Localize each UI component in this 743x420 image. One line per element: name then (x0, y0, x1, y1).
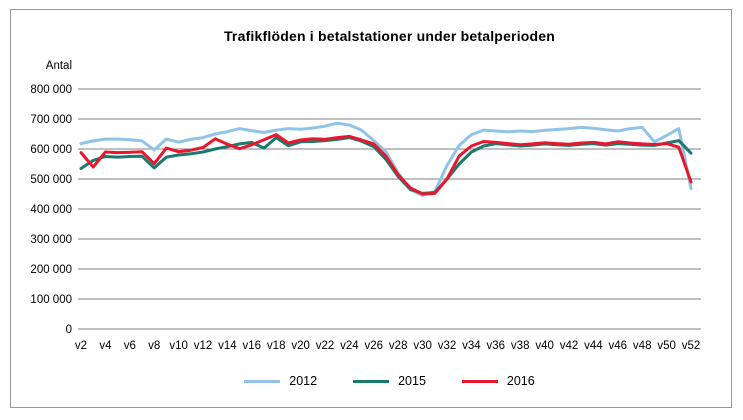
legend-item-2015: 2015 (353, 374, 426, 388)
x-tick-label: v44 (584, 340, 603, 352)
x-tick-label: v52 (682, 340, 701, 352)
legend-swatch-2016 (461, 379, 498, 383)
y-tick-label: 300 000 (30, 234, 72, 246)
legend-item-2012: 2012 (244, 374, 317, 388)
x-tick-label: v22 (316, 340, 335, 352)
legend-label-2012: 2012 (289, 374, 318, 388)
x-tick-label: v16 (243, 340, 262, 352)
legend-item-2016: 2016 (461, 374, 535, 388)
y-tick-label: 700 000 (30, 114, 72, 126)
x-tick-label: v26 (365, 340, 384, 352)
x-tick-label: v14 (218, 340, 237, 352)
x-tick-label: v38 (511, 340, 530, 352)
x-tick-label: v30 (413, 340, 432, 352)
y-tick-label: 600 000 (30, 144, 72, 156)
y-axis-title: Antal (45, 60, 72, 72)
x-tick-label: v8 (148, 340, 160, 352)
y-tick-label: 800 000 (30, 84, 72, 96)
x-tick-label: v4 (99, 340, 112, 352)
y-tick-label: 400 000 (30, 204, 72, 216)
x-tick-label: v32 (438, 340, 457, 352)
x-tick-label: v28 (389, 340, 408, 352)
x-tick-label: v6 (124, 340, 136, 352)
chart-title: Trafikflöden i betalstationer under beta… (223, 28, 556, 44)
x-tick-label: v34 (462, 340, 481, 352)
y-tick-label: 500 000 (30, 174, 72, 186)
legend-label-2016: 2016 (506, 374, 535, 388)
chart-legend: 2012 2015 2016 (78, 374, 701, 388)
series-line-2015 (79, 136, 693, 195)
x-tick-label: v36 (487, 340, 506, 352)
series-line-2012 (79, 121, 693, 197)
legend-swatch-2012 (244, 379, 281, 383)
x-tick-label: v46 (609, 340, 628, 352)
legend-swatch-2015 (353, 379, 390, 383)
y-tick-label: 200 000 (30, 264, 72, 276)
legend-label-2015: 2015 (398, 374, 426, 388)
x-tick-label: v48 (633, 340, 652, 352)
x-tick-label: v50 (657, 340, 676, 352)
y-tick-label: 0 (66, 324, 72, 336)
x-tick-label: v20 (291, 340, 310, 352)
x-tick-label: v18 (267, 340, 286, 352)
x-tick-label: v12 (194, 340, 213, 352)
series-line-2016 (79, 133, 693, 196)
x-tick-label: v40 (535, 340, 554, 352)
x-tick-label: v24 (340, 340, 359, 352)
x-tick-label: v10 (169, 340, 188, 352)
y-tick-label: 100 000 (30, 294, 72, 306)
x-tick-label: v42 (560, 340, 579, 352)
x-tick-label: v2 (75, 340, 87, 352)
